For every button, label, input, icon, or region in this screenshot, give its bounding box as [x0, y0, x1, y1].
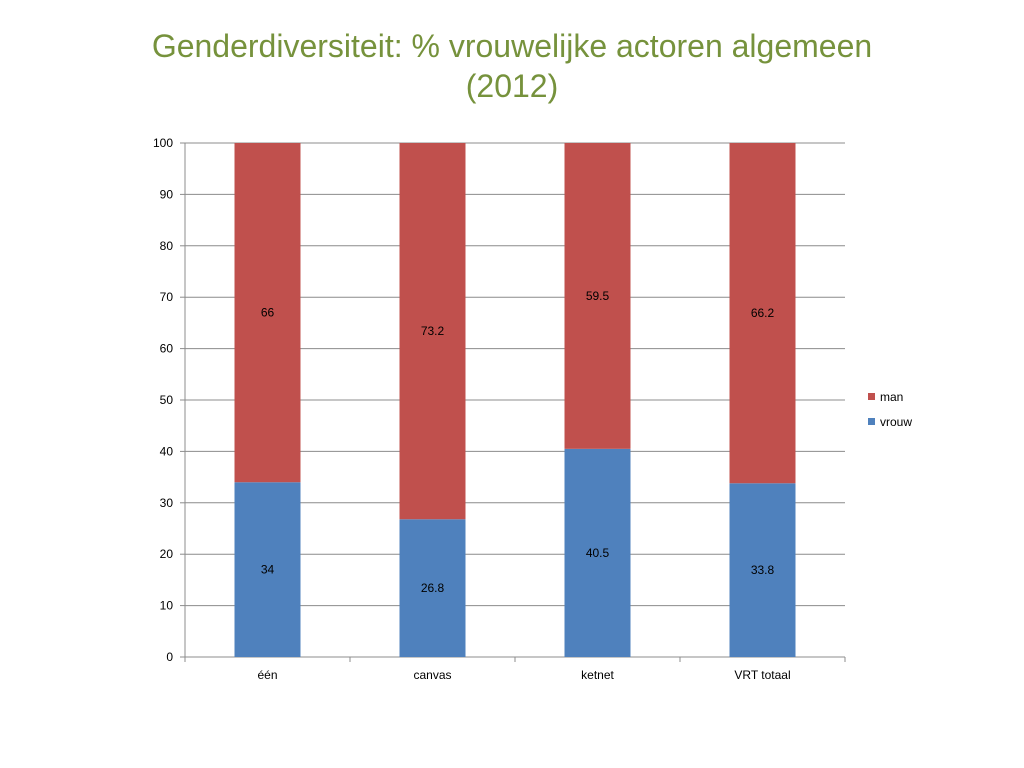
data-label-vrouw: 34: [261, 563, 275, 577]
bar-man: [564, 143, 631, 449]
y-tick-label: 90: [160, 187, 174, 201]
bar-vrouw: [729, 483, 796, 657]
data-labels: 34 66 26.8 73.2 40.5 59.5 33.8 66.2: [261, 289, 775, 595]
y-tick-label: 0: [166, 650, 173, 664]
y-tick-label: 50: [160, 393, 174, 407]
slide-title-line-2: (2012): [465, 68, 559, 104]
data-label-man: 59.5: [586, 289, 610, 303]
x-tick-label: één: [257, 668, 277, 682]
legend-label-man: man: [880, 390, 903, 404]
y-tick-label: 10: [160, 599, 174, 613]
bar-vrouw: [234, 482, 301, 657]
x-tick-label: ketnet: [581, 668, 614, 682]
data-label-vrouw: 33.8: [751, 563, 775, 577]
bar-vrouw: [399, 519, 466, 657]
legend-label-vrouw: vrouw: [880, 415, 912, 429]
bar-man: [729, 143, 796, 484]
y-tick-label: 30: [160, 496, 174, 510]
legend: man vrouw: [868, 390, 912, 429]
slide-title: Genderdiversiteit: % vrouwelijke actoren…: [100, 26, 924, 106]
y-tick-label: 100: [153, 136, 173, 150]
data-label-vrouw: 40.5: [586, 546, 610, 560]
legend-swatch-vrouw: [868, 418, 875, 425]
slide-title-line-1: Genderdiversiteit: % vrouwelijke actoren…: [151, 28, 873, 64]
bar-man: [399, 143, 466, 520]
bar-vrouw: [564, 448, 631, 657]
bar-man: [234, 143, 301, 483]
data-label-man: 73.2: [421, 324, 445, 338]
x-tick-label: VRT totaal: [734, 668, 790, 682]
x-tick-label: canvas: [413, 668, 451, 682]
y-tick-label: 60: [160, 342, 174, 356]
data-label-man: 66: [261, 306, 275, 320]
y-tick-label: 20: [160, 547, 174, 561]
data-label-vrouw: 26.8: [421, 581, 445, 595]
data-label-man: 66.2: [751, 306, 775, 320]
y-tick-label: 80: [160, 239, 174, 253]
y-tick-label: 40: [160, 444, 174, 458]
y-tick-label: 70: [160, 290, 174, 304]
legend-swatch-man: [868, 393, 875, 400]
bars: [234, 143, 796, 657]
